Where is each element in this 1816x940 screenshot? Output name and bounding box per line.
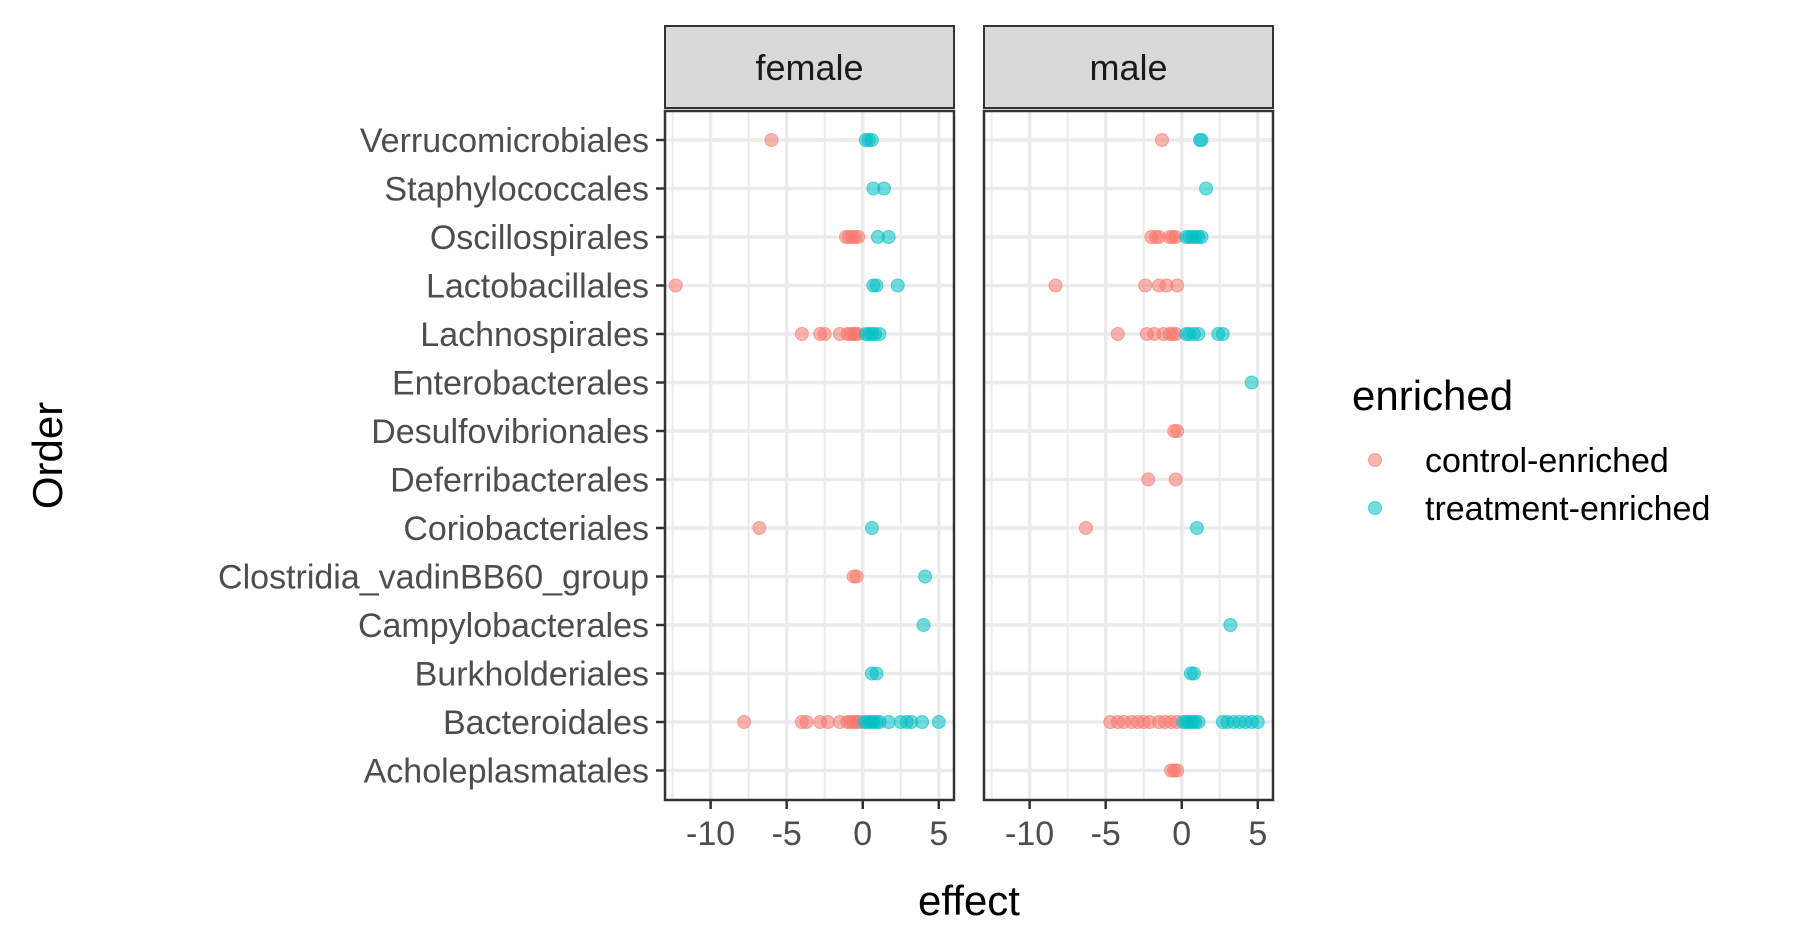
x-tick-label: -5: [772, 815, 802, 853]
data-point: [1250, 715, 1265, 729]
legend-key: [1368, 453, 1382, 467]
data-point: [1154, 133, 1169, 147]
data-point: [864, 133, 879, 147]
facet-label: female: [755, 47, 863, 88]
data-point: [918, 569, 933, 584]
data-point: [737, 715, 752, 729]
data-point: [752, 521, 767, 535]
data-point: [1078, 521, 1093, 535]
y-tick-label: Verrucomicrobiales: [360, 122, 649, 160]
series-treatment-enriched: [1176, 133, 1265, 729]
plot-background: [665, 111, 954, 800]
y-axis: Verrucomicrobiales Staphylococcales Oscill…: [218, 122, 665, 791]
data-point: [869, 666, 884, 681]
data-point: [931, 715, 946, 729]
panel-border: [982, 109, 1275, 802]
panel-border: [663, 109, 956, 802]
x-tick-label: 5: [1248, 815, 1267, 853]
legend-label: control-enriched: [1425, 442, 1669, 480]
data-point: [872, 327, 887, 341]
y-tick-label: Lachnospirales: [420, 316, 649, 354]
y-tick-label: Lactobacillales: [426, 268, 649, 306]
y-tick-label: Staphylococcales: [384, 171, 649, 209]
y-tick-label: Deferribacterales: [390, 462, 649, 500]
data-point: [864, 521, 879, 535]
data-point: [1215, 327, 1230, 341]
data-point: [1186, 666, 1201, 681]
data-point: [1048, 278, 1063, 293]
legend-entry: control-enriched: [1368, 442, 1669, 480]
data-point: [1244, 375, 1259, 390]
series-control-enriched: [1048, 133, 1185, 778]
y-tick-label: Burkholderiales: [415, 656, 649, 694]
data-point: [849, 569, 864, 584]
data-point: [1110, 327, 1125, 341]
data-point: [1170, 763, 1185, 778]
legend-title: enriched: [1352, 372, 1513, 419]
facet-strip: [664, 25, 955, 109]
data-point: [1223, 618, 1238, 632]
legend-label: treatment-enriched: [1425, 490, 1710, 528]
data-point: [1191, 327, 1206, 341]
series-control-enriched: [668, 133, 867, 729]
data-point: [794, 327, 809, 341]
y-tick-label: Desulfovibrionales: [371, 413, 649, 451]
data-point: [764, 133, 779, 147]
data-point: [1170, 424, 1185, 438]
data-point: [1194, 230, 1209, 244]
x-tick-label: -10: [686, 815, 735, 853]
x-tick-label: 0: [853, 815, 872, 853]
y-tick-label: Acholeplasmatales: [364, 753, 649, 791]
legend-key: [1368, 501, 1382, 515]
legend-entry: treatment-enriched: [1368, 490, 1710, 528]
data-point: [916, 618, 931, 632]
data-point: [881, 715, 896, 729]
y-tick-label: Campylobacterales: [358, 607, 649, 645]
panel-male: male -10 -5 0 5: [982, 25, 1275, 853]
data-point: [1199, 181, 1214, 196]
data-point: [1168, 472, 1183, 487]
data-point: [890, 278, 905, 293]
data-point: [1189, 521, 1204, 535]
legend: enriched control-enriched treatment-enric…: [1352, 372, 1710, 528]
data-point: [1170, 278, 1185, 293]
data-point: [668, 278, 683, 293]
facet-label: male: [1089, 47, 1167, 88]
x-tick-label: 5: [929, 815, 948, 853]
data-point: [1194, 133, 1209, 147]
y-tick-label: Coriobacteriales: [403, 510, 649, 548]
data-point: [1138, 278, 1153, 293]
data-point: [915, 715, 930, 729]
y-axis-title: Order: [24, 402, 71, 509]
data-point: [1191, 715, 1206, 729]
x-tick-label: -5: [1091, 815, 1121, 853]
data-point: [799, 715, 814, 729]
panel-female: female -10 -5 0 5: [663, 25, 956, 853]
data-point: [817, 327, 832, 341]
data-point: [881, 230, 896, 244]
panels-layer: female -10 -5 0 5 male -10 -5 0 5: [663, 25, 1275, 853]
y-tick-label: Clostridia_vadinBB60_group: [218, 559, 649, 597]
y-tick-label: Oscillospirales: [430, 219, 649, 257]
data-point: [869, 278, 884, 293]
data-point: [820, 715, 835, 729]
x-tick-label: 0: [1172, 815, 1191, 853]
data-point: [877, 181, 892, 196]
facet-strip: [983, 25, 1274, 109]
series-treatment-enriched: [857, 133, 946, 729]
y-tick-label: Enterobacterales: [392, 365, 649, 403]
plot-background: [984, 111, 1273, 800]
data-point: [1141, 472, 1156, 487]
data-point: [851, 230, 866, 244]
y-tick-label: Bacteroidales: [443, 704, 649, 742]
x-axis-title: effect: [918, 877, 1020, 924]
x-tick-label: -10: [1005, 815, 1054, 853]
